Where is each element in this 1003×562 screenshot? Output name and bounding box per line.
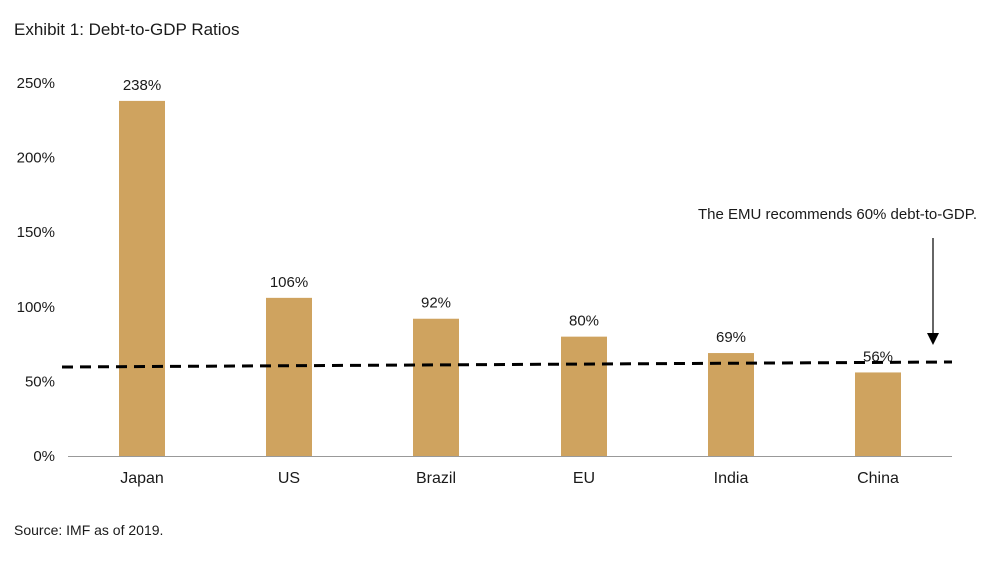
x-tick-label: US — [278, 470, 300, 487]
annotation-text: The EMU recommends 60% debt-to-GDP. — [698, 206, 977, 223]
bar-eu — [561, 336, 607, 456]
data-label: 56% — [863, 348, 893, 365]
x-axis: Japan US Brazil EU India China — [120, 470, 899, 487]
bars: 238% 106% 92% 80% 69% 56% — [119, 77, 901, 457]
y-tick-label: 0% — [33, 448, 55, 465]
y-tick-label: 100% — [17, 299, 55, 316]
x-tick-label: China — [857, 470, 899, 487]
data-label: 92% — [421, 295, 451, 312]
data-label: 80% — [569, 313, 599, 330]
y-tick-label: 50% — [25, 373, 55, 390]
y-tick-label: 150% — [17, 224, 55, 241]
chart-title: Exhibit 1: Debt-to-GDP Ratios — [14, 20, 240, 39]
x-tick-label: EU — [573, 470, 595, 487]
source-note: Source: IMF as of 2019. — [14, 522, 164, 538]
arrow-head-icon — [927, 333, 939, 345]
bar-japan — [119, 100, 165, 457]
bar-china — [855, 372, 901, 456]
data-label: 69% — [716, 329, 746, 346]
y-axis: 0% 50% 100% 150% 200% 250% — [17, 75, 55, 465]
y-tick-label: 250% — [17, 75, 55, 92]
x-tick-label: Brazil — [416, 470, 456, 487]
data-label: 238% — [123, 77, 161, 94]
x-tick-label: Japan — [120, 470, 164, 487]
bar-brazil — [413, 318, 459, 456]
reference-line-60 — [61, 360, 953, 369]
x-tick-label: India — [714, 470, 749, 487]
y-tick-label: 200% — [17, 150, 55, 167]
bar-us — [266, 297, 312, 456]
bar-india — [708, 353, 754, 456]
data-label: 106% — [270, 274, 308, 291]
